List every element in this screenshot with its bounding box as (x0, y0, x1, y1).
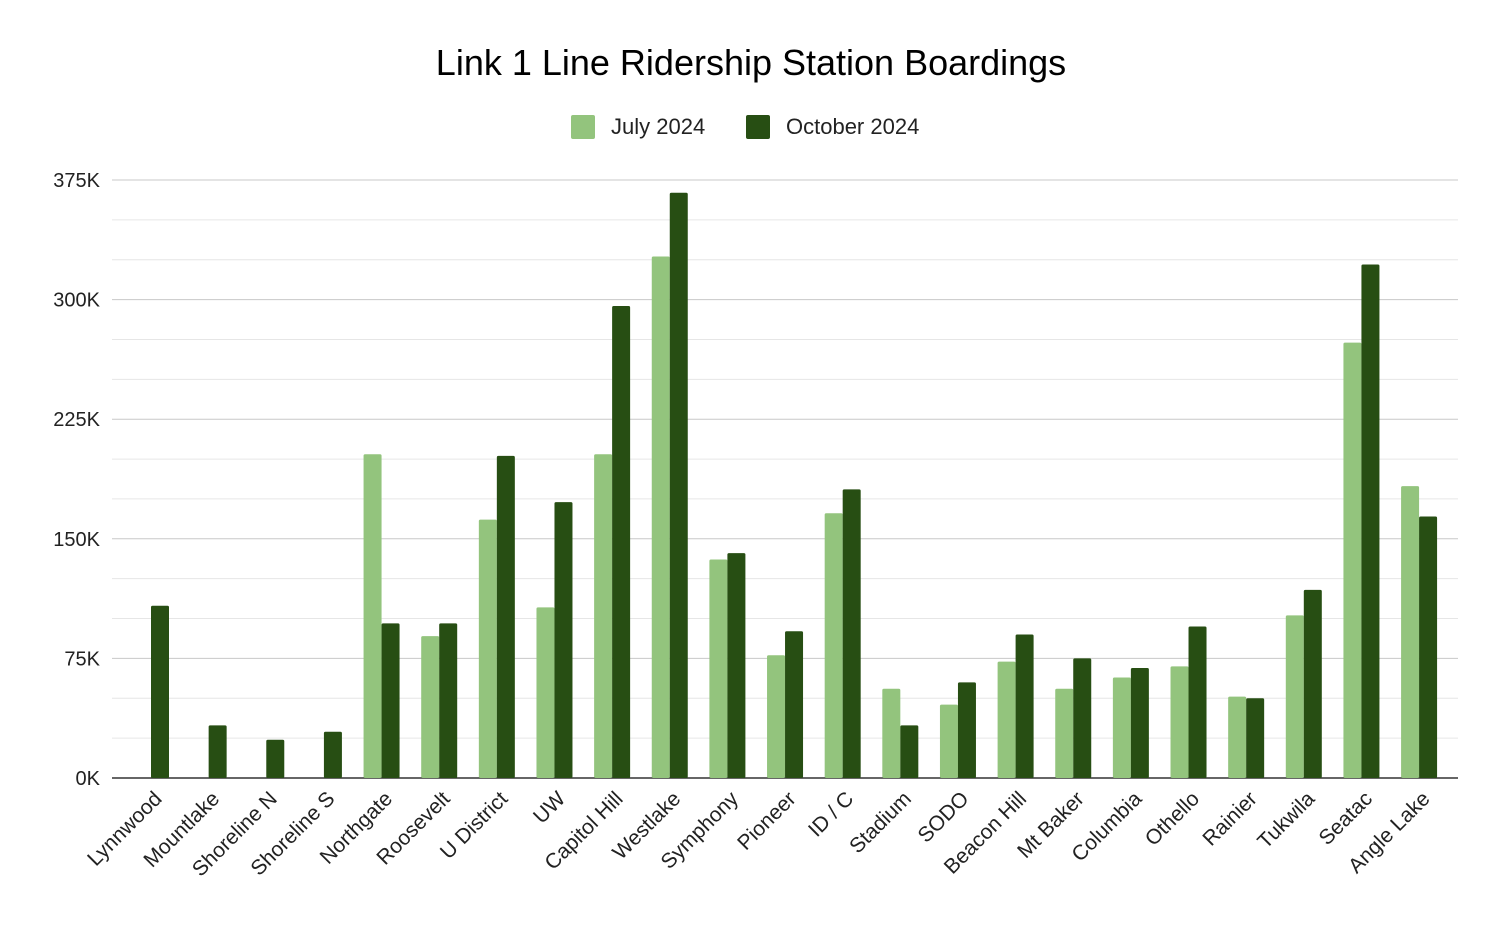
x-tick-label: Stadium (845, 787, 916, 858)
bar-july (536, 607, 555, 778)
legend-item: July 2024 (571, 114, 705, 139)
bar-july (709, 559, 728, 778)
bar-july (1170, 666, 1189, 778)
y-tick-label: 375K (53, 170, 100, 192)
bar-october (842, 489, 861, 778)
bar-october (151, 605, 169, 778)
bar-october (900, 725, 919, 778)
bar-july (421, 636, 440, 778)
legend: July 2024 October 2024 (571, 114, 919, 139)
bar-october (785, 631, 804, 778)
bar-july (1285, 615, 1304, 778)
bar-july (1228, 696, 1247, 778)
y-tick-label: 75K (64, 648, 100, 670)
bar-october (381, 623, 400, 778)
x-tick-label: ID / C (804, 787, 858, 841)
y-tick-label: 225K (53, 409, 100, 431)
bar-october (1303, 589, 1322, 778)
bars (151, 192, 1438, 779)
bar-july (594, 454, 613, 778)
bar-october (1246, 698, 1265, 778)
bar-october (323, 731, 342, 778)
bar-july (1401, 486, 1420, 778)
bar-july (651, 256, 670, 778)
x-tick-label: Rainier (1198, 787, 1261, 850)
y-tick-label: 0K (76, 768, 101, 790)
bar-october (266, 739, 285, 778)
y-tick-label: 300K (53, 290, 100, 312)
bar-october (554, 502, 573, 778)
legend-swatch (571, 115, 595, 139)
bar-october (1361, 264, 1380, 778)
bar-july (1112, 677, 1131, 778)
bar-july (478, 519, 497, 778)
gridlines (112, 179, 1458, 779)
bar-october (208, 725, 227, 778)
chart-title: Link 1 Line Ridership Station Boardings (436, 42, 1066, 83)
bar-july (363, 454, 382, 778)
bar-july (939, 704, 958, 778)
bar-october (727, 553, 746, 778)
x-tick-label: Tukwila (1253, 787, 1319, 853)
bar-october (496, 455, 515, 778)
y-tick-label: 150K (53, 529, 100, 551)
legend-swatch (746, 115, 770, 139)
bar-july (1343, 342, 1362, 778)
bar-october (612, 305, 631, 778)
legend-label: July 2024 (611, 114, 705, 139)
bar-july (1055, 688, 1074, 778)
x-tick-label: Othello (1141, 787, 1204, 850)
bar-july (882, 688, 901, 778)
bar-july (824, 513, 843, 778)
bar-july (997, 661, 1016, 778)
bar-october (957, 682, 976, 778)
y-axis: 0K 75K 150K 225K 300K 375K (53, 170, 100, 790)
bar-october (1419, 516, 1438, 778)
x-tick-label: UW (529, 787, 570, 828)
bar-october (1015, 634, 1034, 778)
bar-october (1073, 658, 1092, 778)
bar-october (669, 192, 688, 779)
x-tick-label: Pioneer (733, 787, 800, 854)
bar-october (1188, 626, 1207, 778)
legend-item: October 2024 (746, 114, 919, 139)
bar-october (439, 623, 458, 778)
bar-july (767, 655, 786, 778)
legend-label: October 2024 (786, 114, 919, 139)
bar-october (1130, 667, 1149, 778)
